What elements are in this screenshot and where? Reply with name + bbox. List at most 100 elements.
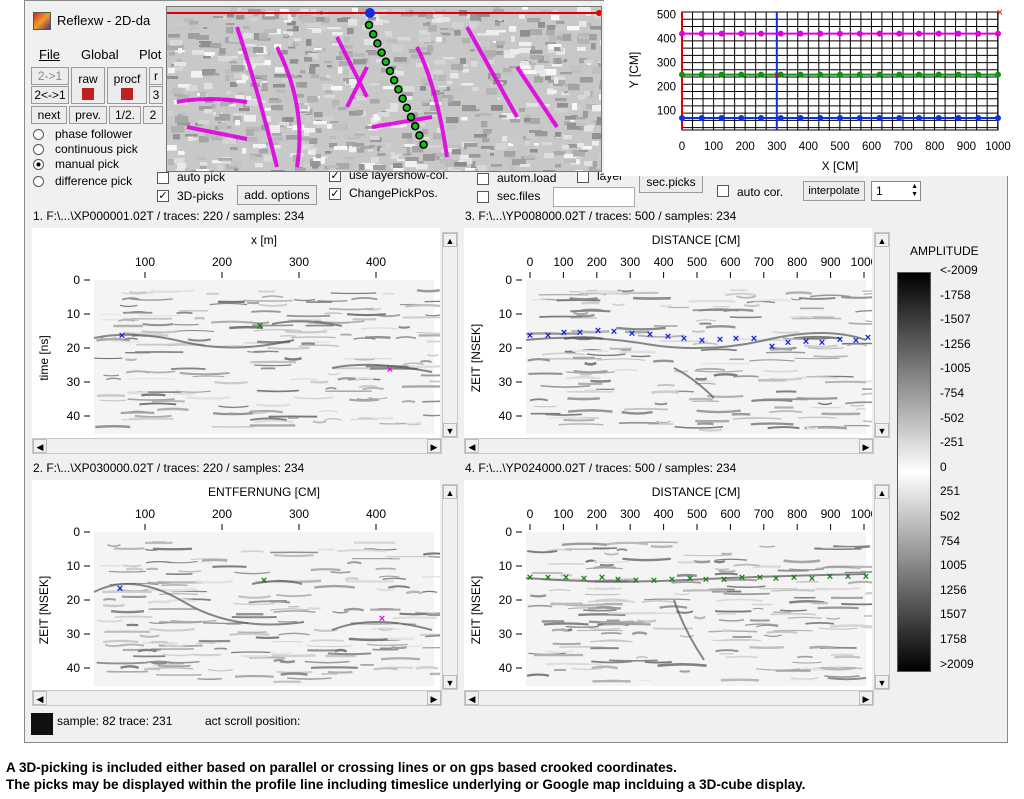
noise-patch [460, 64, 469, 67]
noise-patch [246, 129, 254, 136]
label-difference-pick: difference pick [55, 174, 133, 188]
menu-file[interactable]: File [39, 47, 60, 62]
profile-2-vscroll[interactable]: ▲ ▼ [442, 484, 458, 690]
noise-patch [287, 21, 296, 26]
profile-4-vscroll[interactable]: ▲ ▼ [874, 484, 890, 690]
checkbox-sec-files[interactable] [477, 191, 489, 203]
button-half[interactable]: 1/2. [109, 106, 141, 124]
profile-2-plot[interactable]: ENTFERNUNG [CM] 100 200 300 400 ZEIT [NSEK] 0 1… [32, 480, 480, 690]
amplitude-colorbar [897, 272, 931, 672]
spin-up-icon[interactable]: ▲ [911, 183, 918, 190]
profile-3-panel[interactable]: DISTANCE [CM] 0 100 200 300 400 500 600 700 800 90… [464, 228, 909, 438]
noise-patch [370, 99, 380, 104]
profile-2-panel[interactable]: ENTFERNUNG [CM] 100 200 300 400 ZEIT [NSEK] 0 1… [32, 480, 480, 690]
checkbox-auto-cor[interactable] [717, 185, 729, 197]
noise-patch [369, 83, 380, 86]
profile-1-plot[interactable]: x [m] 100 200 300 400 time [ns] 0 10 20 30 40 × × × [32, 228, 470, 438]
y-tick-label: 20 [499, 341, 513, 355]
scroll-up-icon[interactable]: ▲ [875, 485, 889, 499]
checkbox-change-pick-pos[interactable]: ✓ [329, 188, 341, 200]
checkbox-3d-picks[interactable]: ✓ [157, 190, 169, 202]
reflection-stroke [139, 634, 160, 638]
map-pick-dot [777, 71, 784, 78]
button-procf[interactable]: procf [107, 67, 147, 104]
map-overlay[interactable]: × × 0 100 200 300 400 500 600 700 800 900 1000 500 400… [604, 0, 1020, 176]
button-3[interactable]: 3 [149, 86, 163, 104]
scroll-up-icon[interactable]: ▲ [443, 233, 457, 247]
button-2[interactable]: 2 [143, 106, 163, 124]
radio-manual-pick[interactable] [33, 159, 44, 170]
map-pick-dot [698, 30, 705, 37]
scroll-down-icon[interactable]: ▼ [443, 423, 457, 437]
sec-files-field[interactable] [553, 187, 635, 207]
scroll-down-icon[interactable]: ▼ [875, 675, 889, 689]
button-2-to-1[interactable]: 2->1 [31, 67, 69, 85]
scroll-down-icon[interactable]: ▼ [875, 423, 889, 437]
scroll-left-icon[interactable]: ◀ [465, 691, 479, 705]
profile-4-plot[interactable]: DISTANCE [CM]0 100 200 300 400 500 600 700 800 90… [464, 480, 909, 690]
reflection-stroke [163, 561, 198, 564]
checkbox-layer[interactable] [577, 171, 589, 183]
menu-plot[interactable]: Plot [139, 47, 162, 62]
button-interpolate[interactable]: interpolate [803, 181, 865, 201]
profile-3-plot[interactable]: DISTANCE [CM]0 100 200 300 400 500 600 700 800 90… [464, 228, 909, 438]
noise-patch [338, 67, 343, 74]
map-plot[interactable]: × × 0 100 200 300 400 500 600 700 800 900 1000 500 400… [604, 0, 1020, 176]
profile-1-vscroll[interactable]: ▲ ▼ [442, 232, 458, 438]
scroll-down-icon[interactable]: ▼ [443, 675, 457, 689]
noise-patch [236, 15, 245, 20]
button-raw[interactable]: raw [71, 67, 105, 104]
noise-patch [589, 34, 597, 41]
scroll-left-icon[interactable]: ◀ [33, 691, 47, 705]
button-prev[interactable]: prev. [69, 106, 107, 124]
button-r[interactable]: r [149, 67, 163, 85]
scroll-right-icon[interactable]: ▶ [859, 691, 873, 705]
scroll-left-icon[interactable]: ◀ [33, 439, 47, 453]
checkbox-auto-pick[interactable] [157, 172, 169, 184]
scroll-left-icon[interactable]: ◀ [465, 439, 479, 453]
scroll-right-icon[interactable]: ▶ [427, 691, 441, 705]
noise-patch [454, 160, 464, 163]
reflection-stroke [622, 557, 671, 562]
scroll-up-icon[interactable]: ▲ [875, 233, 889, 247]
noise-patch [469, 19, 480, 26]
radio-difference-pick[interactable] [33, 176, 44, 187]
y-tick-label: 40 [499, 661, 513, 675]
menu-global[interactable]: Global [81, 47, 119, 62]
radio-phase-follower[interactable] [33, 129, 44, 140]
reflection-stroke [406, 423, 421, 426]
noise-patch [349, 70, 355, 77]
reflection-stroke [332, 611, 349, 614]
button-2-swap-1[interactable]: 2<->1 [31, 86, 69, 104]
noise-patch [556, 21, 565, 24]
noise-patch [530, 149, 538, 153]
noise-patch [190, 43, 201, 46]
profile-2-hscroll[interactable]: ◀ ▶ [32, 690, 442, 706]
scroll-up-icon[interactable]: ▲ [443, 485, 457, 499]
radio-continuous-pick[interactable] [33, 144, 44, 155]
noise-patch [204, 52, 215, 56]
noise-patch [547, 90, 557, 94]
scroll-right-icon[interactable]: ▶ [859, 439, 873, 453]
scroll-right-icon[interactable]: ▶ [427, 439, 441, 453]
profile-3-vscroll[interactable]: ▲ ▼ [874, 232, 890, 438]
button-add-options[interactable]: add. options [237, 185, 317, 205]
checkbox-autom-load[interactable] [477, 173, 489, 185]
profile-1-panel[interactable]: x [m] 100 200 300 400 time [ns] 0 10 20 30 40 × × × [32, 228, 470, 438]
button-next[interactable]: next [31, 106, 67, 124]
y-tick-label: 20 [499, 593, 513, 607]
spin-down-icon[interactable]: ▼ [911, 191, 918, 198]
map-pick-dot [758, 71, 764, 78]
profile-4-hscroll[interactable]: ◀ ▶ [464, 690, 874, 706]
noise-patch [508, 143, 514, 147]
interpolate-input[interactable]: 1 ▲ ▼ [871, 181, 921, 201]
timeslice-image[interactable] [167, 7, 602, 172]
profile-4-panel[interactable]: DISTANCE [CM] 0 100 200 300 400 500 600 700 800 90… [464, 480, 909, 690]
noise-patch [434, 92, 445, 95]
timeslice-overlay[interactable] [166, 6, 602, 172]
noise-patch [185, 134, 198, 137]
profile-1-hscroll[interactable]: ◀ ▶ [32, 438, 442, 454]
caption-line-2: The picks may be displayed within the pr… [6, 777, 806, 792]
profile-3-hscroll[interactable]: ◀ ▶ [464, 438, 874, 454]
reflection-stroke [693, 615, 706, 620]
